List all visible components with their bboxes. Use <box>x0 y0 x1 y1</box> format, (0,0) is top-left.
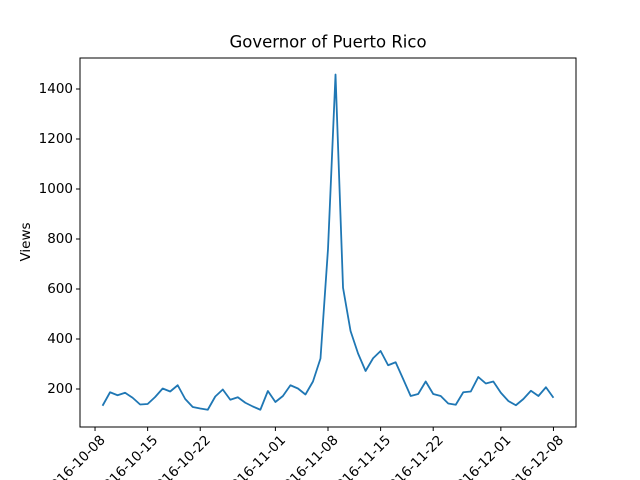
y-tick-label: 600 <box>47 281 73 297</box>
y-tick-label: 200 <box>47 381 73 397</box>
line <box>101 73 555 411</box>
y-tick-label: 1200 <box>39 131 73 147</box>
chart-title: Governor of Puerto Rico <box>229 33 426 52</box>
y-axis-label: Views <box>18 222 34 261</box>
y-tick-label: 800 <box>47 231 73 247</box>
y-tick-label: 1400 <box>39 81 73 97</box>
plot-frame <box>79 57 577 428</box>
y-tick-label: 1000 <box>39 181 73 197</box>
y-tick-label: 400 <box>47 331 73 347</box>
